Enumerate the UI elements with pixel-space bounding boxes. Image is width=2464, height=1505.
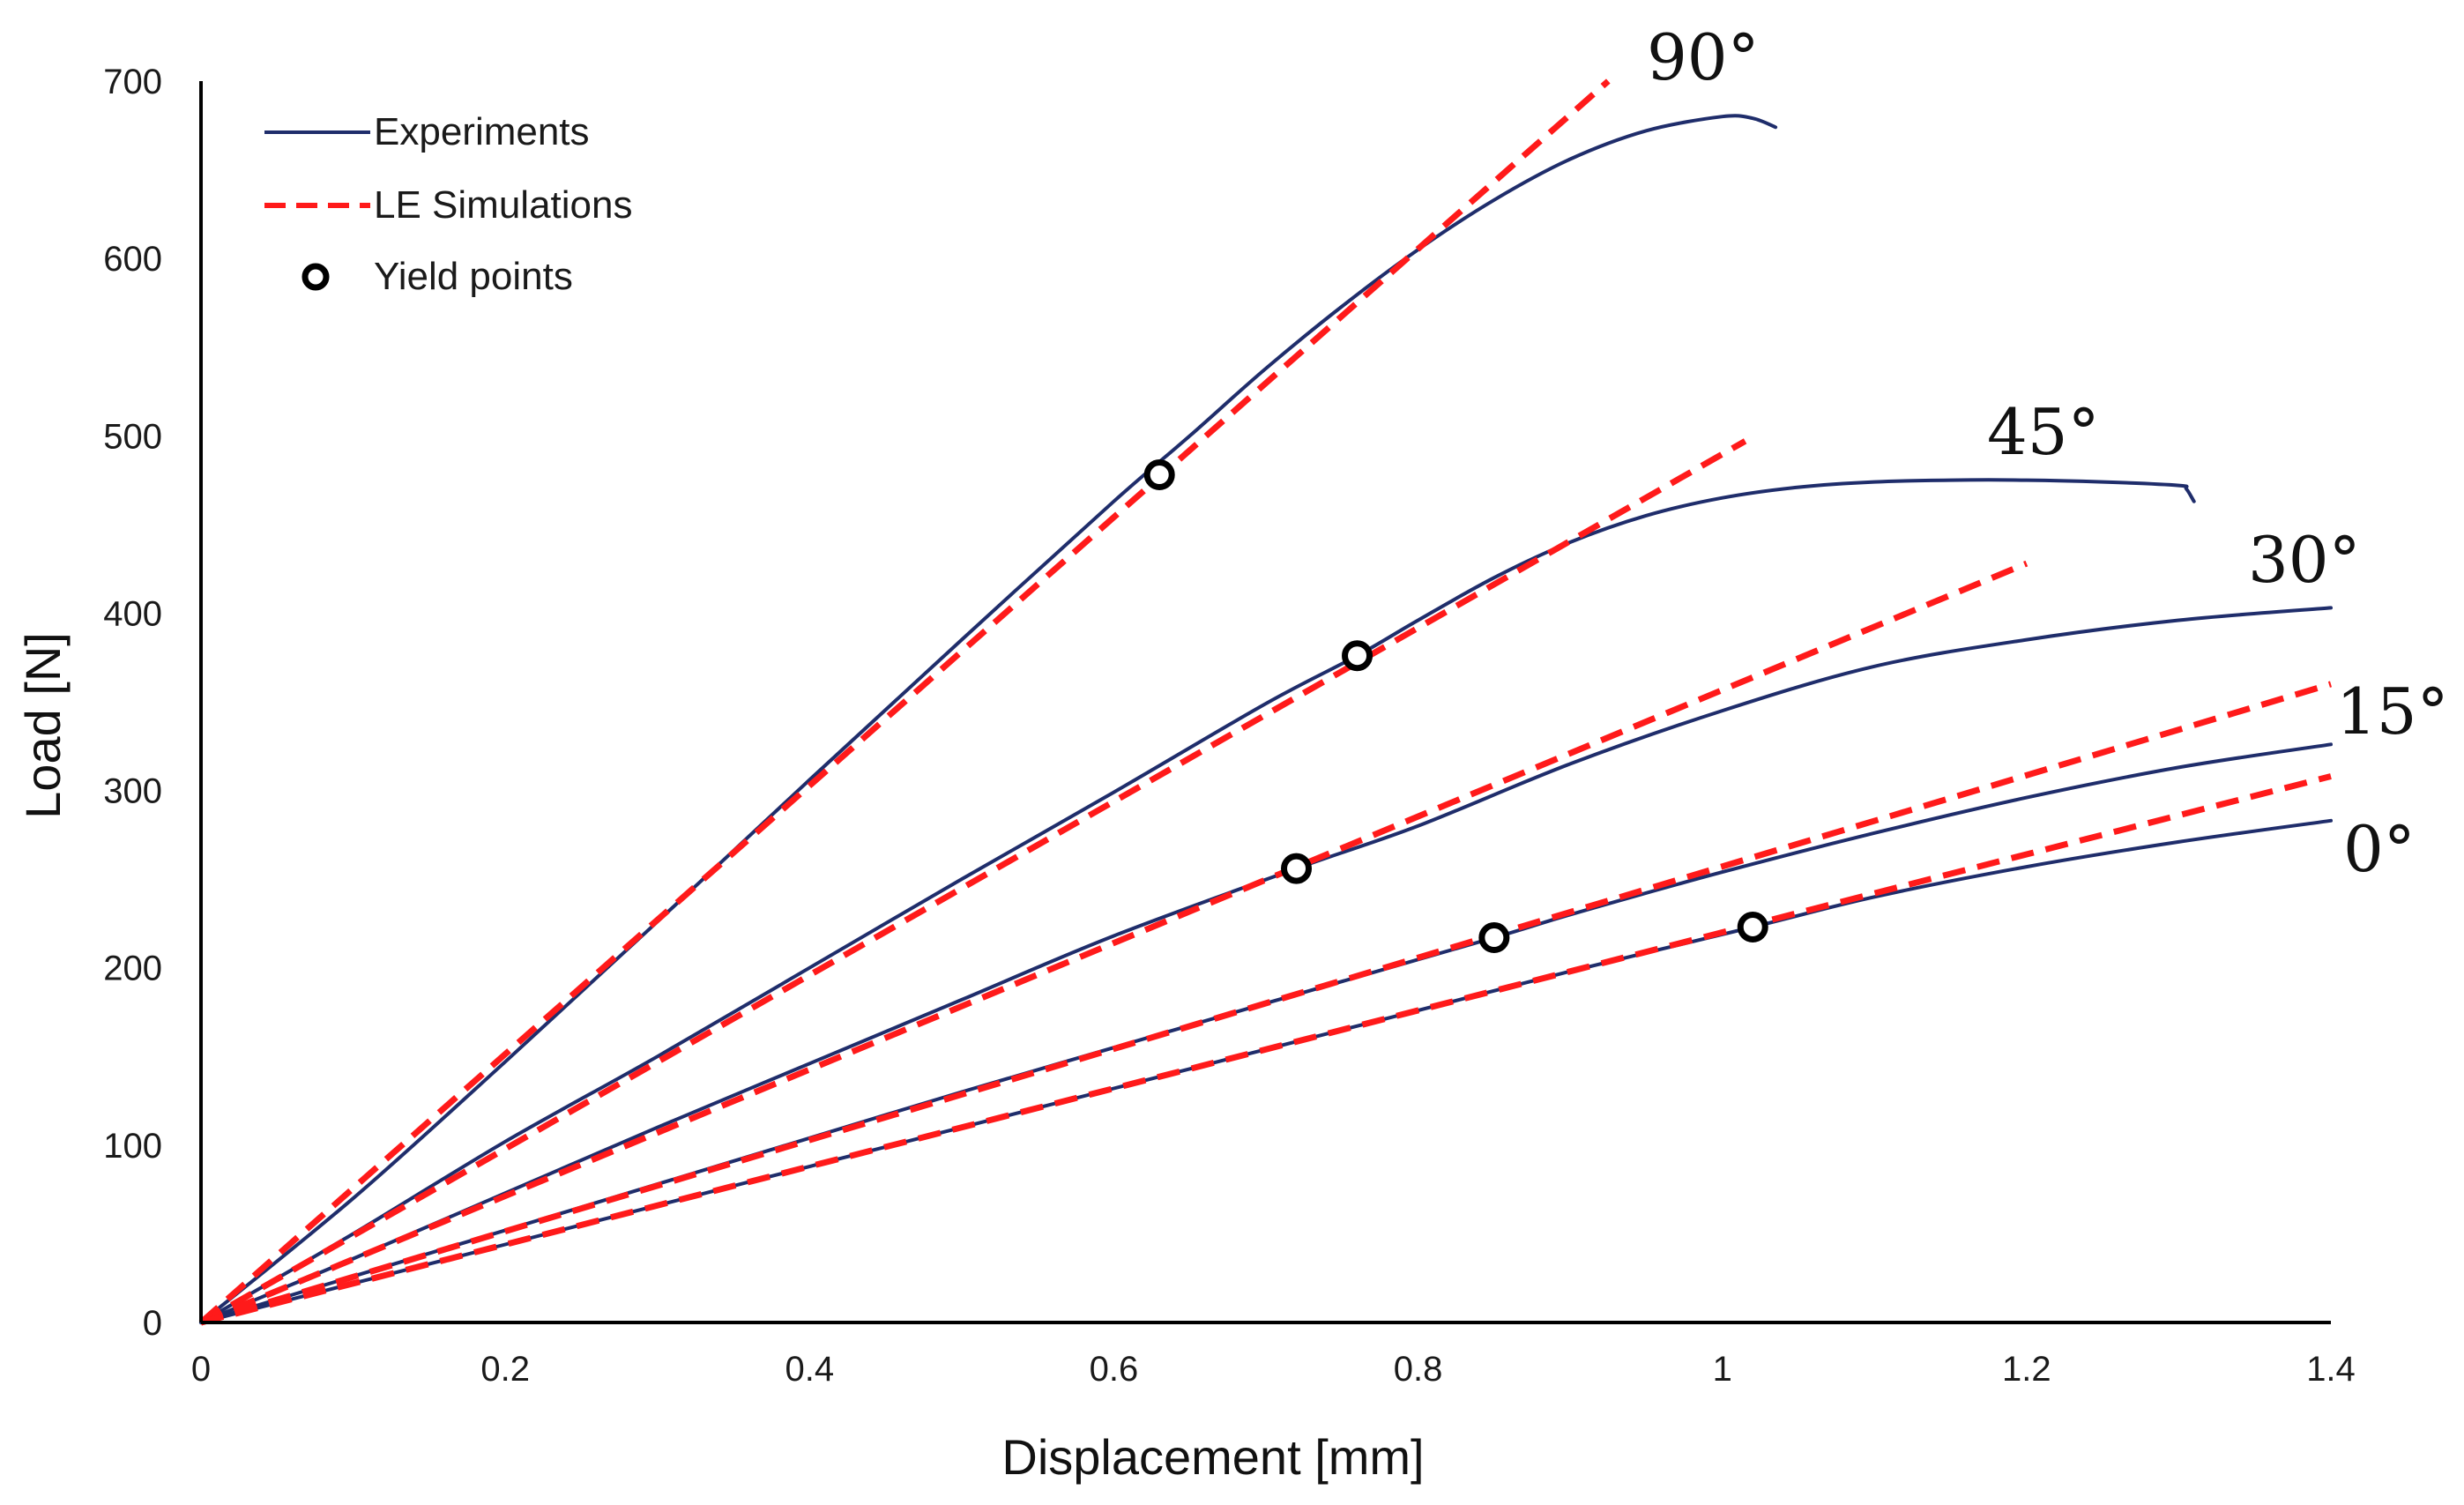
simulation-line-30deg: [199, 560, 2029, 1326]
y-tick-label: 100: [103, 1127, 162, 1166]
yield-point-45deg: [1342, 640, 1373, 672]
y-tick-label: 500: [103, 417, 162, 456]
yield-point-15deg: [1478, 922, 1510, 954]
legend-experiments-label: Experiments: [374, 110, 590, 153]
angle-label-45deg: 45°: [1987, 395, 2100, 469]
angle-label-30deg: 30°: [2248, 523, 2361, 597]
yield-point-90deg: [1143, 459, 1175, 491]
axes: [199, 81, 2331, 1324]
simulation-lines: [198, 78, 2333, 1326]
angle-label-90deg: 90°: [1647, 20, 1760, 94]
legend-yield-marker: [301, 263, 330, 291]
y-tick-label: 300: [103, 772, 162, 811]
x-tick-label: 0: [191, 1350, 211, 1389]
experiment-curve-45deg: [199, 478, 2196, 1324]
experiment-curve-30deg: [199, 606, 2333, 1324]
legend-yield-label: Yield points: [374, 255, 573, 298]
simulation-line-0deg: [200, 773, 2332, 1326]
simulation-line-45deg: [199, 438, 1747, 1326]
simulation-line-90deg: [198, 78, 1611, 1325]
y-tick-labels: 0 100 200 300 400 500 600 700: [103, 63, 162, 1343]
y-tick-label: 200: [103, 950, 162, 988]
x-tick-label: 0.6: [1090, 1350, 1139, 1389]
x-tick-label: 1.2: [2002, 1350, 2051, 1389]
yield-points: [1143, 459, 1768, 954]
angle-label-15deg: 15°: [2336, 674, 2449, 749]
experiment-curve-15deg: [199, 742, 2333, 1324]
experiment-curve-0deg: [199, 818, 2333, 1324]
simulation-line-15deg: [199, 681, 2333, 1326]
legend-simulations-label: LE Simulations: [374, 183, 632, 227]
x-tick-label: 0.8: [1394, 1350, 1443, 1389]
y-axis-title: Load [N]: [15, 632, 71, 819]
angle-labels: 90° 45° 30° 15° 0°: [1647, 20, 2449, 886]
yield-point-0deg: [1737, 911, 1768, 942]
x-tick-label: 0.4: [785, 1350, 834, 1389]
y-tick-label: 400: [103, 594, 162, 633]
x-axis-title: Displacement [mm]: [1001, 1429, 1424, 1485]
x-tick-labels: 0 0.2 0.4 0.6 0.8 1 1.2 1.4: [191, 1350, 2356, 1389]
x-tick-label: 1.4: [2306, 1350, 2356, 1389]
x-tick-label: 0.2: [480, 1350, 530, 1389]
y-tick-label: 600: [103, 240, 162, 279]
y-tick-label: 0: [143, 1304, 162, 1343]
yield-point-30deg: [1281, 853, 1313, 884]
y-tick-label: 700: [103, 63, 162, 101]
x-tick-label: 1: [1713, 1350, 1732, 1389]
legend: Experiments LE Simulations Yield points: [264, 110, 632, 298]
angle-label-0deg: 0°: [2343, 812, 2416, 886]
